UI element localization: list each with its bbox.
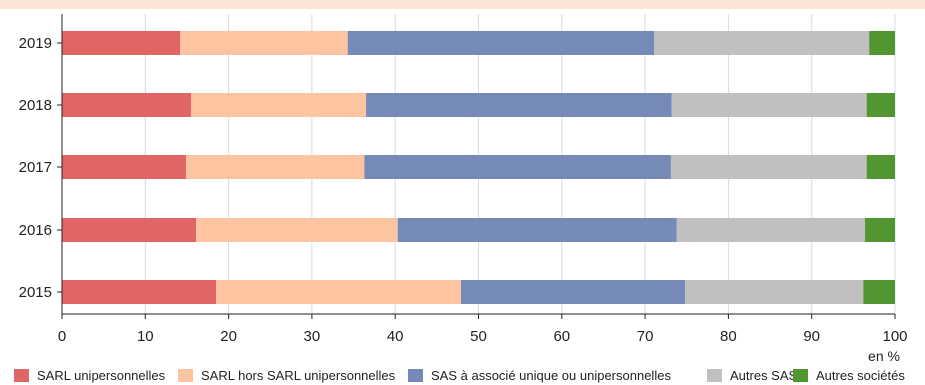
legend-swatch — [793, 369, 808, 382]
legend-label: SARL hors SARL unipersonnelles — [201, 368, 396, 383]
legend-label: Autres SAS — [730, 368, 798, 383]
bar-segment — [863, 280, 895, 304]
bar-segment — [191, 93, 367, 117]
x-tick-label: 20 — [220, 328, 237, 345]
category-label: 2016 — [19, 222, 52, 239]
bar-segment — [366, 93, 672, 117]
legend-swatch — [14, 369, 29, 382]
legend-swatch — [408, 369, 423, 382]
bar-segment — [671, 93, 867, 117]
bar-segment — [397, 218, 677, 242]
bar-segment — [676, 218, 866, 242]
bar-segment — [62, 280, 217, 304]
bars — [62, 31, 895, 304]
legend-item: SARL hors SARL unipersonnelles — [178, 368, 395, 383]
legend-item: Autres sociétés — [793, 368, 905, 383]
bar-segment — [865, 218, 895, 242]
bar-segment — [62, 93, 192, 117]
bar-segment — [62, 155, 187, 179]
legend-item: SARL unipersonnelles — [14, 368, 165, 383]
legend-swatch — [707, 369, 722, 382]
bar-segment — [364, 155, 671, 179]
bar-segment — [62, 218, 197, 242]
bar-segment — [654, 31, 870, 55]
bar-segment — [196, 218, 398, 242]
bar-segment — [461, 280, 686, 304]
x-tick-label: 80 — [720, 328, 737, 345]
legend-swatch — [178, 369, 193, 382]
bar-segment — [216, 280, 462, 304]
x-tick-label: 30 — [304, 328, 321, 345]
bar-segment — [347, 31, 655, 55]
x-tick-label: 70 — [637, 328, 654, 345]
bar-segment — [866, 155, 895, 179]
bar-segment — [186, 155, 365, 179]
tick-labels: 0 10 20 30 40 50 60 70 80 90 100 — [58, 328, 908, 345]
bar-segment — [869, 31, 895, 55]
axes — [57, 14, 896, 319]
x-tick-label: 0 — [58, 328, 66, 345]
x-tick-label: 100 — [882, 328, 907, 345]
x-tick-label: 50 — [470, 328, 487, 345]
category-labels: 2019 2018 2017 2016 2015 — [19, 35, 52, 301]
x-tick-label: 90 — [803, 328, 820, 345]
title-band — [0, 0, 925, 9]
x-tick-label: 10 — [137, 328, 154, 345]
bar-segment — [670, 155, 867, 179]
bar-segment — [180, 31, 348, 55]
x-tick-label: 60 — [553, 328, 570, 345]
category-label: 2019 — [19, 35, 52, 52]
bar-segment — [685, 280, 864, 304]
legend: SARL unipersonnelles SARL hors SARL unipe… — [0, 368, 925, 385]
bar-segment — [866, 93, 895, 117]
category-label: 2015 — [19, 284, 52, 301]
x-tick-label: 40 — [387, 328, 404, 345]
stacked-bar-chart: 2019 2018 2017 2016 2015 0 10 20 30 40 50 60 70 80 90… — [19, 14, 908, 364]
legend-label: SARL unipersonnelles — [37, 368, 166, 383]
category-label: 2017 — [19, 159, 52, 176]
legend-item: Autres SAS — [707, 368, 797, 383]
legend-label: SAS à associé unique ou unipersonnelles — [431, 368, 671, 383]
unit-label: en % — [868, 348, 900, 364]
legend-item: SAS à associé unique ou unipersonnelles — [408, 368, 671, 383]
legend-label: Autres sociétés — [816, 368, 905, 383]
bar-segment — [62, 31, 181, 55]
category-label: 2018 — [19, 97, 52, 114]
